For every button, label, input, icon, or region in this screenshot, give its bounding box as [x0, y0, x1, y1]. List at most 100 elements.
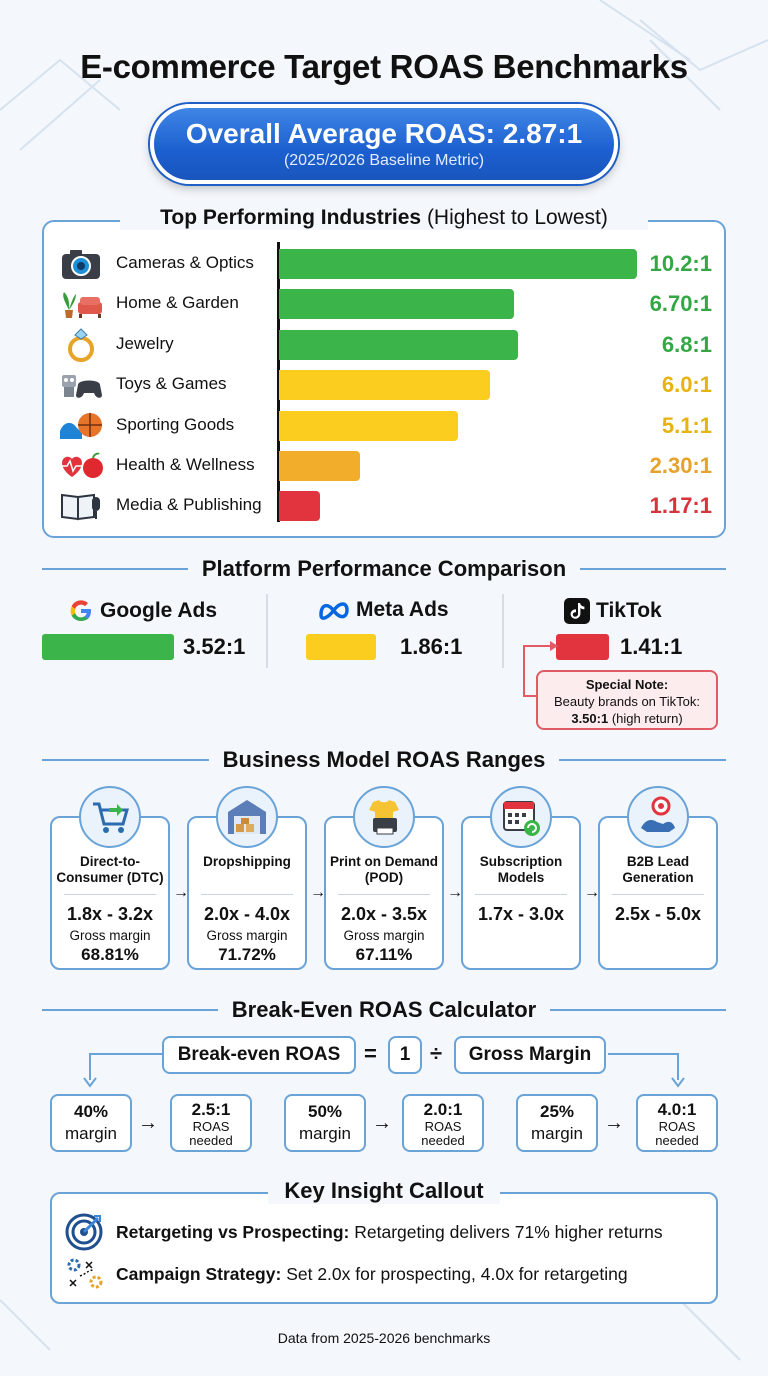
- business-model-roas-range: 1.8x - 3.2x: [66, 904, 154, 924]
- margin-example-box: 25% margin: [516, 1094, 598, 1152]
- margin-percent: 50%: [307, 1102, 343, 1121]
- formula-gross-margin: Gross Margin: [454, 1036, 606, 1074]
- business-model-divider: [201, 894, 293, 895]
- business-model-name-line: Direct-to-: [80, 854, 140, 869]
- overall-average-badge: Overall Average ROAS: 2.87:1 (2025/2026 …: [150, 104, 618, 184]
- calendar-icon-badge: [490, 786, 552, 848]
- platform-divider: [502, 594, 504, 668]
- industry-bar: [279, 491, 320, 522]
- arrow-right-icon: →: [138, 1112, 158, 1134]
- industry-label: Toys & Games: [116, 374, 227, 394]
- roas-needed-label: ROAS: [424, 1119, 462, 1134]
- industry-value-label: 6.8:1: [661, 331, 712, 357]
- arrow-right-icon: →: [372, 1112, 392, 1134]
- meta-ads-label: Meta Ads: [318, 598, 449, 622]
- business-model-name-line: (POD): [364, 870, 404, 885]
- business-model-name-line: Models: [497, 870, 545, 885]
- business-model-name: Print on Demand (POD): [326, 854, 442, 886]
- target-arrow-icon: [65, 1213, 103, 1251]
- arrow-right-icon: →: [604, 1112, 624, 1134]
- roas-needed-value: 2.5:1: [191, 1100, 231, 1119]
- industry-value-label: 6.0:1: [661, 372, 712, 398]
- special-note-text: Beauty brands on TikTok:: [554, 694, 700, 709]
- roas-needed-label: needed: [655, 1133, 699, 1148]
- tiktok-name: TikTok: [596, 599, 662, 622]
- camera-icon: [62, 250, 100, 279]
- industry-label: Home & Garden: [116, 293, 239, 313]
- business-model-name: B2B Lead Generation: [600, 854, 716, 886]
- business-model-divider: [475, 894, 567, 895]
- shopping-cart-icon: [93, 802, 129, 833]
- roas-needed-value: 4.0:1: [657, 1100, 697, 1119]
- business-model-name-line: Generation: [622, 870, 694, 885]
- margin-word: margin: [65, 1124, 117, 1143]
- insight-row1-text: Retargeting delivers 71% higher returns: [354, 1222, 663, 1242]
- insight-row-retargeting: Retargeting vs Prospecting: Retargeting …: [116, 1222, 663, 1243]
- heart-apple-icon: [60, 452, 103, 478]
- roas-needed-label: needed: [189, 1133, 233, 1148]
- industries-heading-rest: (Highest to Lowest): [426, 206, 608, 229]
- plant-sofa-icon: [63, 292, 102, 318]
- google-ads-name: Google Ads: [100, 599, 218, 622]
- google-value: 3.52:1: [183, 634, 246, 659]
- insight-row-strategy: Campaign Strategy: Set 2.0x for prospect…: [116, 1264, 628, 1285]
- industry-label: Cameras & Optics: [116, 253, 254, 272]
- tiktok-label: TikTok: [564, 598, 662, 624]
- overall-average-value: Overall Average ROAS: 2.87:1: [185, 118, 583, 149]
- industries-heading: Top Performing Industries (Highest to Lo…: [120, 206, 648, 230]
- sneaker-ball-icon: [60, 413, 102, 439]
- industry-label: Sporting Goods: [116, 414, 235, 434]
- chevron-right-icon: →: [173, 884, 189, 901]
- industry-value-label: 6.70:1: [649, 291, 712, 317]
- target-handshake-icon-badge: [627, 786, 689, 848]
- meta-bar: [306, 634, 376, 660]
- business-model-name-line: Consumer (DTC): [56, 870, 164, 885]
- gross-margin-value: 67.11%: [355, 945, 413, 964]
- industry-bar: [279, 410, 458, 441]
- roas-needed-value: 2.0:1: [423, 1100, 463, 1119]
- industries-heading-bold: Top Performing Industries: [160, 206, 422, 229]
- special-note-title: Special Note:: [585, 677, 669, 692]
- business-model-name: Direct-to- Consumer (DTC): [52, 854, 168, 886]
- formula-brackets: [83, 1053, 685, 1088]
- formula-divide: ÷: [430, 1041, 443, 1066]
- business-model-name-line: Subscription: [479, 854, 563, 869]
- chevron-right-icon: →: [310, 884, 326, 901]
- industry-label: Media & Publishing: [116, 495, 262, 515]
- industry-bar: [279, 289, 514, 320]
- cart-icon-badge: [79, 786, 141, 848]
- platforms-heading: Platform Performance Comparison: [42, 555, 726, 583]
- warehouse-icon-badge: [216, 786, 278, 848]
- business-model-roas-range: 1.7x - 3.0x: [477, 904, 565, 924]
- insight-row1-label: Retargeting vs Prospecting:: [116, 1222, 350, 1242]
- meta-value: 1.86:1: [400, 634, 463, 659]
- business-model-divider: [338, 894, 430, 895]
- warehouse-icon: [228, 800, 266, 834]
- gross-margin-value: 68.81%: [81, 945, 139, 964]
- meta-ads-name: Meta Ads: [356, 598, 449, 621]
- margin-word: margin: [299, 1124, 351, 1143]
- industry-label: Health & Wellness: [116, 455, 255, 474]
- roas-needed-box: 2.0:1 ROAS needed: [402, 1094, 484, 1152]
- margin-example-box: 50% margin: [284, 1094, 366, 1152]
- google-icon: [70, 600, 91, 621]
- business-model-name-line: B2B Lead: [626, 854, 690, 869]
- chevron-right-icon: →: [447, 884, 463, 901]
- roas-needed-box: 2.5:1 ROAS needed: [170, 1094, 252, 1152]
- industry-value-label: 5.1:1: [661, 412, 712, 438]
- tshirt-printer-icon-badge: [353, 786, 415, 848]
- target-handshake-icon: [641, 796, 675, 832]
- industry-bar: [279, 451, 360, 481]
- industry-bar: [279, 370, 490, 401]
- gross-margin-label: Gross margin: [343, 928, 425, 943]
- formula-equals: =: [364, 1041, 377, 1066]
- gross-margin-value: 71.72%: [218, 945, 276, 964]
- platform-divider: [266, 594, 268, 668]
- roas-needed-label: ROAS: [658, 1119, 696, 1134]
- business-model-divider: [612, 894, 704, 895]
- industries-axis: [277, 242, 280, 522]
- roas-needed-box: 4.0:1 ROAS needed: [636, 1094, 718, 1152]
- tiktok-icon: [564, 598, 590, 624]
- chevron-right-icon: →: [584, 884, 600, 901]
- industry-value-label: 2.30:1: [649, 453, 712, 478]
